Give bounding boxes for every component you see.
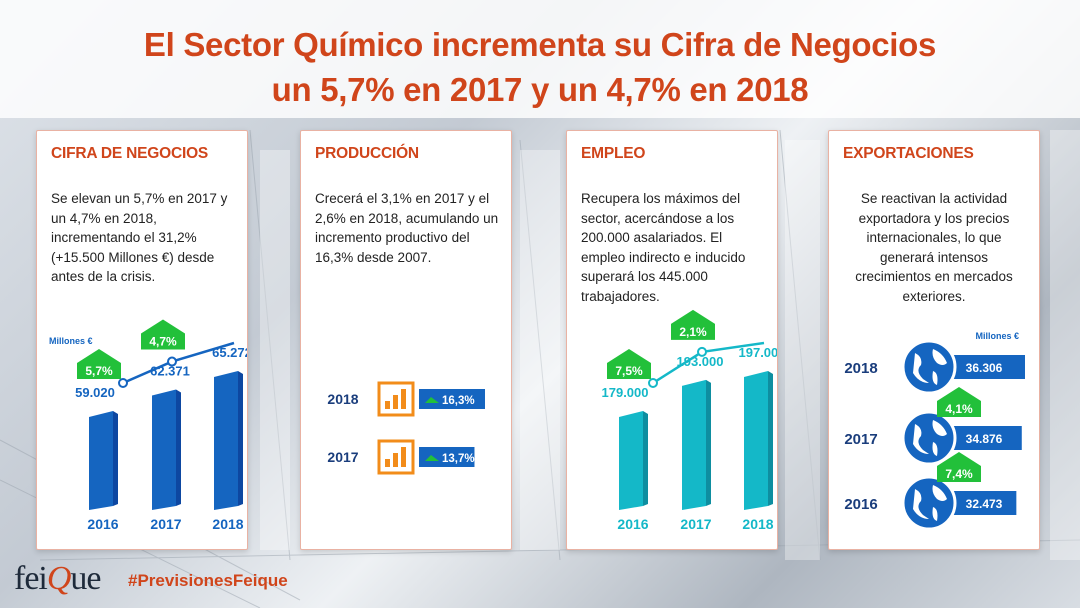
unit-label: Millones € [975,331,1019,341]
growth-label: 7,5% [615,364,643,378]
globe-icon [901,339,957,395]
card-empleo: EMPLEO Recupera los máximos del sector, … [566,130,778,550]
globe-icon [901,410,957,466]
bar-chart-icon-bar [401,389,406,409]
row-label: 34.876 [966,432,1003,446]
card-title: PRODUCCIÓN [315,145,419,162]
card-cifra-negocios: CIFRA DE NEGOCIOS Se elevan un 5,7% en 2… [36,130,248,550]
row-year: 2018 [844,360,877,377]
growth-label: 2,1% [679,325,707,339]
row-label: 13,7% [442,453,475,465]
bar [619,411,643,510]
row-label: 32.473 [966,497,1003,511]
row-bar [943,355,1025,379]
growth-badge [937,452,981,482]
up-arrow-icon [425,455,439,461]
card-exportaciones: EXPORTACIONES Se reactivan la actividad … [828,130,1040,550]
unit-label: Millones € [49,336,93,346]
bar-side [643,411,648,506]
bar-chart-icon-bar [393,395,398,409]
feique-logo: feiQue [14,560,102,597]
x-tick-label: 2016 [87,516,118,532]
row-year: 2017 [327,449,358,465]
card-text: Crecerá el 3,1% en 2017 y el 2,6% en 201… [315,191,499,265]
trend-point [697,346,707,357]
bar-side [768,371,773,506]
trend-point [118,378,128,388]
trend-point [648,378,658,388]
growth-label: 5,7% [85,364,113,378]
growth-label: 4,1% [945,402,973,416]
growth-badge [671,309,715,340]
x-tick-label: 2016 [617,516,648,532]
data-label: 59.020 [75,385,115,400]
header-band [0,0,1080,118]
bar [89,411,113,510]
data-label: 65.272 [212,345,247,360]
bar-chart-icon-bar [385,459,390,467]
globe-icon [901,475,957,531]
growth-label: 7,4% [945,467,973,481]
data-label: 197.000 [739,345,778,360]
card-text: Se elevan un 5,7% en 2017 y un 4,7% en 2… [51,191,228,284]
card-title: EXPORTACIONES [843,145,974,162]
card-produccion: PRODUCCIÓN Crecerá el 3,1% en 2017 y el … [300,130,512,550]
growth-badge [141,319,185,350]
bar [214,371,238,510]
hashtag: #PrevisionesFeique [128,571,288,590]
row-label: 16,3% [442,395,475,407]
bar-side [113,411,118,506]
bar-side [706,379,711,506]
growth-badge [937,387,981,417]
growth-label: 4,7% [149,335,177,349]
row-bar [419,389,485,409]
card-title: CIFRA DE NEGOCIOS [51,145,209,162]
card-text: Recupera los máximos del sector, acercán… [581,191,746,304]
growth-badge [607,349,651,379]
x-tick-label: 2017 [680,516,711,532]
row-year: 2016 [844,496,877,513]
trend-point [167,356,177,367]
cifra-negocios-chart: 201659.020201762.371201865.2725,7%4,7%Mi… [49,319,247,532]
globe-land [913,420,947,456]
row-label: 36.306 [966,361,1003,375]
exportaciones-chart: Millones € 2018 36.306 2017 34.876 4,1% 2016 32… [844,331,1025,531]
globe-land [913,485,947,521]
growth-badge [77,349,121,379]
data-label: 179.000 [602,385,649,400]
x-tick-label: 2018 [742,516,773,532]
row-year: 2018 [327,391,358,407]
bar-side [238,371,243,506]
page-title-line-2: un 5,7% en 2017 y un 4,7% en 2018 [271,71,809,108]
bar [682,379,706,510]
page-title-line-1: El Sector Químico incrementa su Cifra de… [143,26,937,63]
card-text: Se reactivan la actividad exportadora y … [855,191,1013,304]
row-year: 2017 [844,431,877,448]
globe-land [913,349,947,385]
x-tick-label: 2017 [150,516,181,532]
x-tick-label: 2018 [212,516,243,532]
empleo-chart: 2016 179.000 2017 193.000 2018 197.000 7,5% 2,1… [602,309,778,532]
card-title: EMPLEO [581,145,646,162]
row-bar [419,447,475,467]
bar-chart-icon-bar [385,401,390,409]
bar-chart-icon-bar [401,447,406,467]
bar [744,371,768,510]
bar-chart-icon-bar [393,453,398,467]
produccion-chart: 2018 16,3% 2017 13,7% [327,381,485,475]
data-label: 193.000 [677,354,724,369]
up-arrow-icon [425,397,439,403]
bar [152,389,176,510]
bar-side [176,389,181,506]
